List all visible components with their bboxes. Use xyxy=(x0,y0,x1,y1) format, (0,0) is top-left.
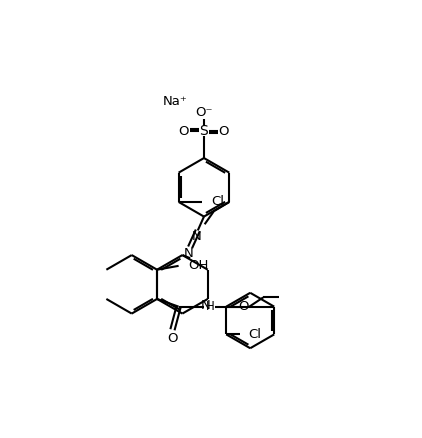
Text: Cl: Cl xyxy=(211,195,224,208)
Text: Cl: Cl xyxy=(248,328,261,341)
Text: H: H xyxy=(206,300,214,313)
Text: O⁻: O⁻ xyxy=(195,106,213,119)
Text: Na⁺: Na⁺ xyxy=(162,95,187,108)
Text: O: O xyxy=(179,124,189,138)
Text: O: O xyxy=(219,124,229,138)
Text: N: N xyxy=(201,300,211,312)
Text: S: S xyxy=(200,124,208,138)
Text: OH: OH xyxy=(188,259,208,272)
Text: N: N xyxy=(192,230,201,243)
Text: O: O xyxy=(239,300,249,313)
Text: O: O xyxy=(167,332,178,346)
Text: N: N xyxy=(184,247,193,260)
